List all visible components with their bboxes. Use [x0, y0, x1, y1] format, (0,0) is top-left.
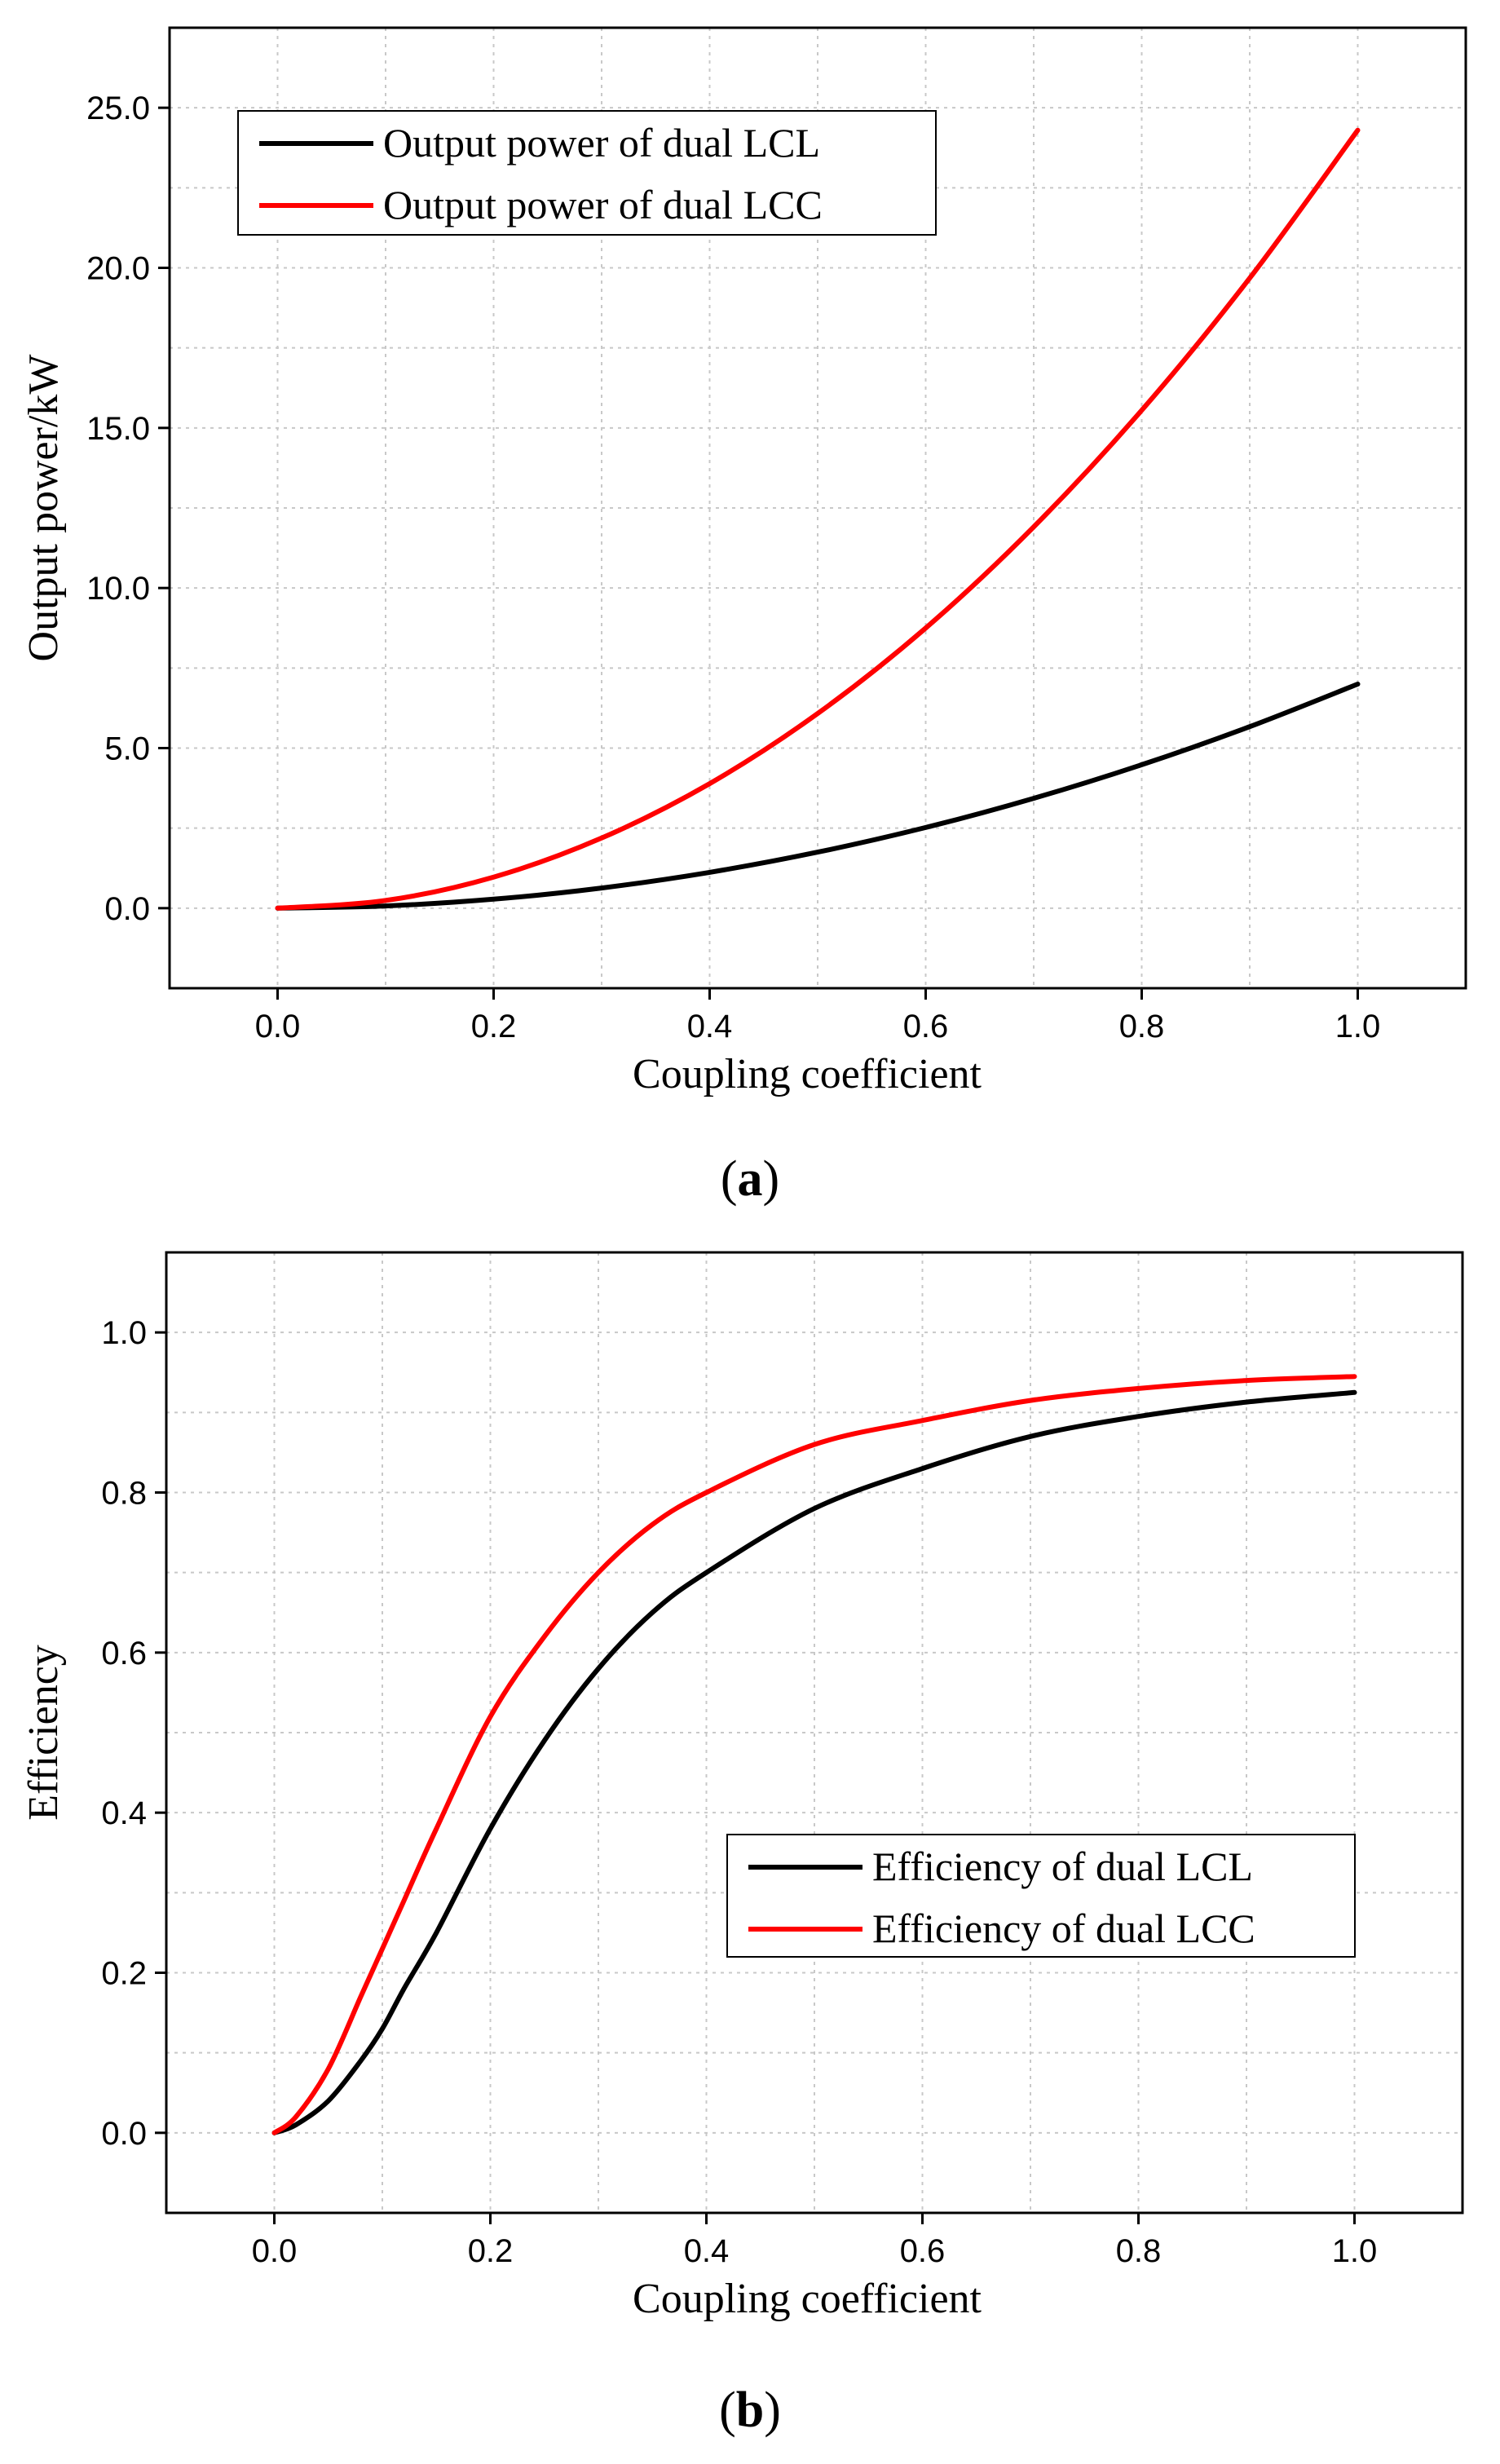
- x-tick-label: 0.2: [471, 1009, 517, 1044]
- panel-a-y-axis-title: Output power/kW: [20, 355, 67, 662]
- panel-a-ticks: 0.0 0.2 0.4 0.6 0.8 1.0 0.0 5.0 10.0 15.0 20.0 25.0: [86, 91, 1380, 1044]
- x-tick-label: 0.8: [1119, 1009, 1165, 1044]
- x-tick-label: 1.0: [1335, 1009, 1381, 1044]
- panel-b-caption: (b): [719, 2382, 781, 2438]
- y-tick-label: 1.0: [101, 1315, 147, 1351]
- x-tick-label: 0.6: [903, 1009, 949, 1044]
- y-tick-label: 0.8: [101, 1476, 147, 1512]
- panel-a-legend: Output power of dual LCL Output power of…: [237, 110, 937, 236]
- panel-a-caption: (a): [721, 1151, 779, 1207]
- panel-a-plot-frame: [168, 26, 1467, 990]
- y-tick-label: 5.0: [104, 731, 150, 767]
- y-tick-label: 20.0: [86, 251, 150, 287]
- x-tick-label: 0.4: [684, 2233, 730, 2269]
- y-tick-label: 25.0: [86, 91, 150, 126]
- panel-b-plot-frame: [165, 1251, 1464, 2215]
- x-tick-label: 0.8: [1116, 2233, 1162, 2269]
- panel-b-chart: 0.0 0.2 0.4 0.6 0.8 1.0 0.0 0.2 0.4 0.6 0.8 1.0 Eff…: [20, 1251, 1464, 2438]
- y-tick-label: 0.0: [104, 891, 150, 927]
- y-tick-label: 0.4: [101, 1795, 147, 1831]
- x-tick-label: 0.6: [900, 2233, 946, 2269]
- x-tick-label: 0.2: [468, 2233, 514, 2269]
- x-tick-label: 0.0: [255, 1009, 301, 1044]
- panel-a-legend-label-lcl: Output power of dual LCL: [383, 120, 820, 166]
- panel-b-gridlines: [166, 1252, 1462, 2213]
- panel-a-chart: 0.0 0.2 0.4 0.6 0.8 1.0 0.0 5.0 10.0 15.0 20.0 25.0…: [20, 26, 1467, 1207]
- panel-a-legend-label-lcc: Output power of dual LCC: [383, 182, 823, 227]
- panel-a-series-line-lcc: [275, 127, 1361, 911]
- panel-b-legend-box: [726, 1834, 1356, 1958]
- x-tick-label: 0.0: [252, 2233, 298, 2269]
- panel-b-y-axis-title: Efficiency: [20, 1645, 67, 1821]
- panel-a-series: [275, 127, 1361, 911]
- x-tick-label: 1.0: [1332, 2233, 1378, 2269]
- panel-a-x-axis-title: Coupling coefficient: [633, 1051, 982, 1097]
- panel-b-legend-label-lcc: Efficiency of dual LCC: [872, 1905, 1255, 1951]
- y-tick-label: 0.2: [101, 1956, 147, 1992]
- x-tick-label: 0.4: [687, 1009, 733, 1044]
- panel-a-legend-box: [237, 110, 937, 236]
- panel-b-legend-label-lcl: Efficiency of dual LCL: [872, 1844, 1253, 1889]
- y-tick-label: 10.0: [86, 571, 150, 607]
- y-tick-label: 15.0: [86, 411, 150, 447]
- y-tick-label: 0.6: [101, 1636, 147, 1671]
- y-tick-label: 0.0: [101, 2116, 147, 2152]
- panel-b-x-axis-title: Coupling coefficient: [633, 2276, 982, 2322]
- panel-b-legend: Efficiency of dual LCL Efficiency of dua…: [726, 1834, 1356, 1958]
- panel-b-ticks: 0.0 0.2 0.4 0.6 0.8 1.0 0.0 0.2 0.4 0.6 0.8 1.0: [101, 1315, 1377, 2269]
- panel-a-series-line-lcl: [275, 682, 1361, 911]
- panel-b-series-line-lcl: [271, 1389, 1357, 2135]
- panel-a-caption-letter: a: [738, 1151, 763, 1207]
- panel-b-series-line-lcc: [271, 1374, 1357, 2135]
- panel-b-caption-letter: b: [736, 2382, 764, 2438]
- panel-b-series: [271, 1374, 1357, 2135]
